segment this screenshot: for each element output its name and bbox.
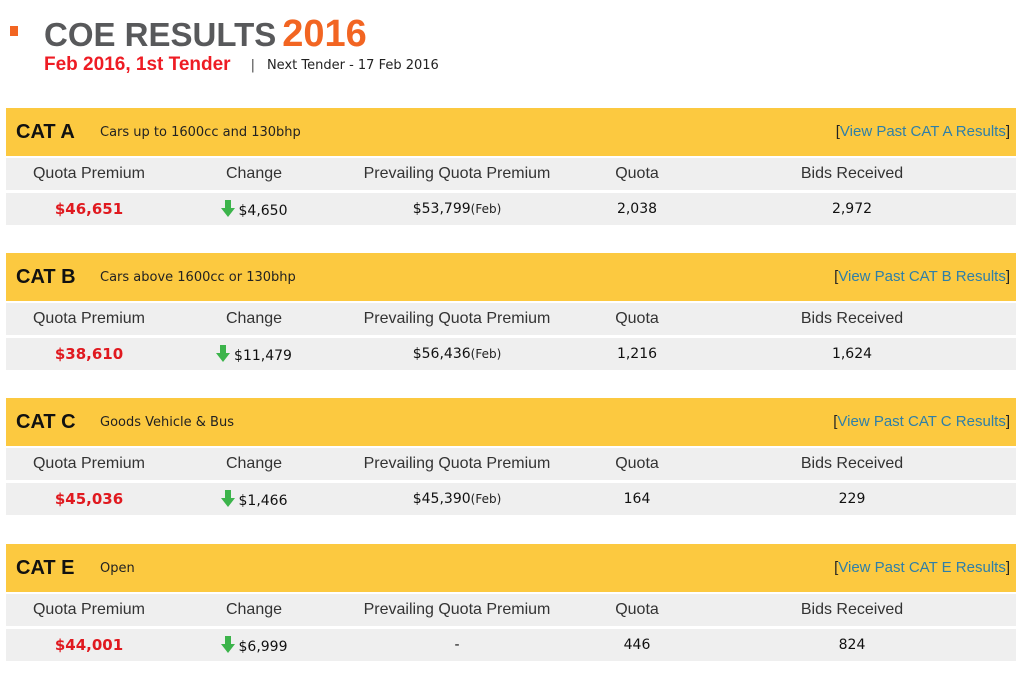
category-header: CAT C Goods Vehicle & Bus [View Past CAT…	[6, 398, 1016, 446]
view-past-results-link[interactable]: View Past CAT C Results	[837, 413, 1006, 430]
page-title-text: COE RESULTS	[44, 16, 277, 53]
column-header-row: Quota Premium Change Prevailing Quota Pr…	[6, 448, 1016, 480]
quota-premium-value: $44,001	[54, 636, 124, 654]
category-name: CAT E	[16, 556, 75, 579]
separator: |	[250, 57, 255, 73]
column-header: Prevailing Quota Premium	[363, 455, 551, 472]
category-block-e: CAT E Open [View Past CAT E Results] Quo…	[6, 544, 1016, 661]
column-header: Prevailing Quota Premium	[363, 165, 551, 182]
bids-value: 229	[838, 491, 866, 507]
change-cell: $11,479	[172, 344, 336, 364]
column-header-row: Quota Premium Change Prevailing Quota Pr…	[6, 303, 1016, 335]
column-header: Quota	[615, 601, 659, 618]
column-header: Change	[225, 165, 283, 182]
category-description: Cars above 1600cc or 130bhp	[100, 269, 296, 285]
prevailing-month: (Feb)	[470, 347, 502, 361]
prevailing-month: (Feb)	[470, 492, 502, 506]
column-header: Quota	[615, 310, 659, 327]
category-name: CAT B	[16, 265, 76, 288]
prevailing-cell: $45,390(Feb)	[336, 491, 578, 507]
column-header: Quota Premium	[32, 310, 146, 327]
column-header-row: Quota Premium Change Prevailing Quota Pr…	[6, 594, 1016, 626]
past-results-link-wrapper: [View Past CAT E Results]	[834, 559, 1010, 576]
change-cell: $6,999	[172, 635, 336, 655]
title-bullet-icon	[10, 26, 18, 36]
category-block-b: CAT B Cars above 1600cc or 130bhp [View …	[6, 253, 1016, 370]
view-past-results-link[interactable]: View Past CAT B Results	[838, 268, 1006, 285]
column-header: Quota	[615, 165, 659, 182]
bids-value: 824	[838, 637, 866, 653]
prevailing-value: -	[454, 637, 460, 653]
column-header: Bids Received	[800, 601, 904, 618]
change-cell: $4,650	[172, 199, 336, 219]
page-title-year: 2016	[282, 13, 367, 55]
column-header: Change	[225, 310, 283, 327]
column-header: Prevailing Quota Premium	[363, 601, 551, 618]
prevailing-cell: $56,436(Feb)	[336, 346, 578, 362]
prevailing-cell: -	[336, 637, 578, 653]
change-cell: $1,466	[172, 489, 336, 509]
arrow-down-icon	[220, 489, 235, 507]
change-value: $11,479	[234, 347, 292, 364]
arrow-down-icon	[220, 199, 235, 217]
column-header: Quota Premium	[32, 601, 146, 618]
column-header: Quota Premium	[32, 165, 146, 182]
prevailing-cell: $53,799(Feb)	[336, 201, 578, 217]
quota-value: 446	[623, 637, 651, 653]
column-header: Change	[225, 455, 283, 472]
category-header: CAT E Open [View Past CAT E Results]	[6, 544, 1016, 592]
prevailing-value: $45,390	[412, 491, 471, 507]
change-value: $1,466	[238, 492, 288, 509]
bids-value: 2,972	[831, 201, 873, 217]
category-block-c: CAT C Goods Vehicle & Bus [View Past CAT…	[6, 398, 1016, 515]
quota-value: 1,216	[616, 346, 658, 362]
tender-info: Feb 2016, 1st Tender | Next Tender - 17 …	[44, 54, 439, 76]
category-description: Cars up to 1600cc and 130bhp	[100, 124, 301, 140]
change-value: $4,650	[238, 202, 288, 219]
column-header: Bids Received	[800, 455, 904, 472]
category-header: CAT A Cars up to 1600cc and 130bhp [View…	[6, 108, 1016, 156]
arrow-down-icon	[216, 344, 231, 362]
quota-premium-value: $46,651	[54, 200, 124, 218]
category-name: CAT A	[16, 120, 75, 143]
past-results-link-wrapper: [View Past CAT B Results]	[834, 268, 1010, 285]
value-row: $44,001 $6,999 - 446 824	[6, 629, 1016, 661]
past-results-link-wrapper: [View Past CAT A Results]	[835, 123, 1010, 140]
view-past-results-link[interactable]: View Past CAT A Results	[839, 123, 1006, 140]
column-header: Quota	[615, 455, 659, 472]
value-row: $46,651 $4,650 $53,799(Feb) 2,038 2,972	[6, 193, 1016, 225]
quota-premium-value: $45,036	[54, 490, 124, 508]
tender-label: Feb 2016, 1st Tender	[44, 54, 231, 75]
quota-premium-value: $38,610	[54, 345, 124, 363]
quota-value: 2,038	[616, 201, 658, 217]
prevailing-value: $53,799	[412, 201, 471, 217]
prevailing-value: $56,436	[412, 346, 471, 362]
category-block-a: CAT A Cars up to 1600cc and 130bhp [View…	[6, 108, 1016, 225]
column-header-row: Quota Premium Change Prevailing Quota Pr…	[6, 158, 1016, 190]
column-header: Bids Received	[800, 165, 904, 182]
prevailing-month: (Feb)	[470, 202, 502, 216]
change-value: $6,999	[238, 638, 288, 655]
arrow-down-icon	[220, 635, 235, 653]
past-results-link-wrapper: [View Past CAT C Results]	[833, 413, 1010, 430]
column-header: Quota Premium	[32, 455, 146, 472]
next-tender-label: Next Tender - 17 Feb 2016	[266, 57, 439, 73]
category-description: Goods Vehicle & Bus	[100, 414, 234, 430]
value-row: $38,610 $11,479 $56,436(Feb) 1,216 1,624	[6, 338, 1016, 370]
column-header: Bids Received	[800, 310, 904, 327]
column-header: Prevailing Quota Premium	[363, 310, 551, 327]
value-row: $45,036 $1,466 $45,390(Feb) 164 229	[6, 483, 1016, 515]
category-description: Open	[100, 560, 135, 576]
view-past-results-link[interactable]: View Past CAT E Results	[838, 559, 1006, 576]
category-name: CAT C	[16, 410, 76, 433]
column-header: Change	[225, 601, 283, 618]
bids-value: 1,624	[831, 346, 873, 362]
page-title: COE RESULTS 2016	[44, 12, 367, 63]
category-header: CAT B Cars above 1600cc or 130bhp [View …	[6, 253, 1016, 301]
quota-value: 164	[623, 491, 651, 507]
